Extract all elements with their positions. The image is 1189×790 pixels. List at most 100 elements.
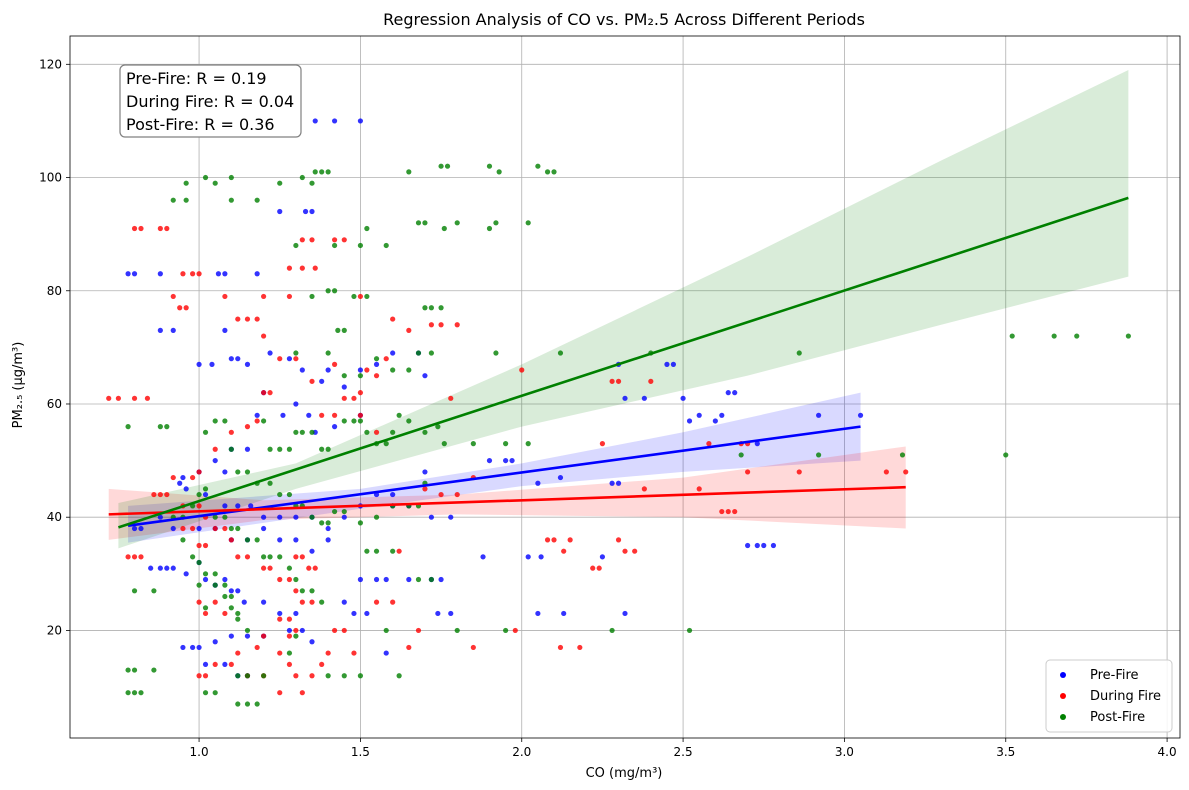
point-during-fire	[106, 395, 112, 401]
point-post-fire	[796, 350, 802, 356]
point-during-fire	[196, 469, 202, 475]
point-during-fire	[599, 441, 606, 447]
point-during-fire	[244, 424, 251, 430]
point-post-fire	[364, 429, 370, 435]
point-post-fire	[816, 452, 822, 458]
point-post-fire	[390, 429, 396, 435]
point-post-fire	[373, 356, 380, 362]
point-during-fire	[235, 316, 241, 322]
point-post-fire	[277, 491, 283, 498]
point-post-fire	[157, 424, 163, 430]
point-pre-fire	[293, 401, 299, 407]
chart-title: Regression Analysis of CO vs. PM₂.5 Acro…	[383, 10, 865, 29]
point-during-fire	[286, 661, 293, 668]
point-pre-fire	[261, 514, 267, 520]
point-post-fire	[686, 627, 693, 634]
point-pre-fire	[438, 576, 444, 583]
point-during-fire	[222, 610, 228, 617]
point-post-fire	[293, 350, 299, 356]
legend-marker-post-fire	[1060, 714, 1066, 720]
point-pre-fire	[302, 208, 309, 215]
point-post-fire	[244, 673, 251, 679]
point-post-fire	[228, 593, 234, 600]
point-post-fire	[383, 627, 389, 634]
point-post-fire	[183, 180, 189, 186]
point-during-fire	[254, 316, 260, 322]
scatter-points	[106, 118, 1131, 707]
point-post-fire	[202, 486, 209, 492]
point-during-fire	[341, 237, 347, 243]
point-post-fire	[293, 576, 299, 583]
legend-label-post-fire: Post-Fire	[1090, 710, 1145, 725]
point-during-fire	[299, 237, 305, 243]
point-during-fire	[286, 265, 293, 271]
point-pre-fire	[157, 327, 163, 333]
y-axis-ticks: 20 40 60 80 100 120	[39, 57, 70, 637]
point-pre-fire	[138, 525, 144, 532]
point-during-fire	[164, 491, 170, 498]
point-during-fire	[390, 316, 396, 322]
annotation-line-during-fire: During Fire: R = 0.04	[126, 92, 294, 111]
point-post-fire	[125, 424, 131, 430]
point-pre-fire	[164, 565, 170, 571]
point-pre-fire	[309, 548, 315, 554]
point-pre-fire	[390, 350, 396, 356]
point-post-fire	[254, 197, 260, 203]
point-post-fire	[235, 525, 241, 532]
point-during-fire	[212, 446, 218, 452]
point-post-fire	[341, 418, 347, 424]
point-pre-fire	[148, 565, 154, 571]
point-pre-fire	[277, 610, 283, 617]
point-pre-fire	[373, 576, 380, 583]
point-during-fire	[212, 599, 218, 605]
point-post-fire	[286, 650, 293, 656]
point-pre-fire	[277, 537, 283, 543]
regression-lines	[108, 196, 1129, 529]
point-post-fire	[493, 220, 499, 226]
point-pre-fire	[357, 576, 364, 583]
point-post-fire	[151, 667, 157, 673]
point-pre-fire	[622, 395, 628, 401]
x-axis-ticks: 1.0 1.5 2.0 2.5 3.0 3.5 4.0	[190, 738, 1177, 759]
point-post-fire	[312, 169, 318, 175]
legend-marker-during-fire	[1060, 693, 1066, 699]
point-during-fire	[261, 565, 267, 571]
x-tick-label: 1.5	[351, 745, 370, 759]
point-during-fire	[202, 542, 209, 549]
point-pre-fire	[202, 661, 209, 668]
point-during-fire	[470, 644, 476, 651]
point-during-fire	[138, 554, 144, 560]
point-post-fire	[525, 441, 531, 447]
point-during-fire	[745, 469, 751, 475]
point-pre-fire	[277, 514, 283, 520]
point-post-fire	[493, 350, 499, 356]
point-post-fire	[486, 163, 493, 169]
point-post-fire	[212, 514, 218, 520]
point-during-fire	[180, 271, 186, 277]
point-post-fire	[212, 571, 218, 577]
point-pre-fire	[212, 639, 218, 645]
point-pre-fire	[383, 650, 389, 656]
point-during-fire	[454, 491, 460, 498]
point-during-fire	[306, 565, 312, 571]
point-during-fire	[373, 599, 380, 605]
point-post-fire	[1125, 333, 1131, 339]
point-pre-fire	[422, 469, 428, 475]
point-during-fire	[235, 554, 241, 560]
point-pre-fire	[745, 542, 751, 549]
point-pre-fire	[435, 610, 441, 617]
point-post-fire	[441, 225, 447, 232]
point-post-fire	[267, 554, 273, 560]
point-post-fire	[609, 627, 615, 634]
point-during-fire	[390, 599, 396, 605]
point-during-fire	[261, 390, 267, 396]
point-during-fire	[567, 537, 573, 543]
point-during-fire	[299, 690, 305, 696]
point-during-fire	[125, 554, 131, 560]
point-post-fire	[309, 429, 315, 435]
point-pre-fire	[770, 542, 777, 549]
point-post-fire	[244, 627, 251, 634]
point-pre-fire	[309, 639, 315, 645]
point-post-fire	[235, 610, 241, 617]
point-during-fire	[373, 373, 380, 379]
